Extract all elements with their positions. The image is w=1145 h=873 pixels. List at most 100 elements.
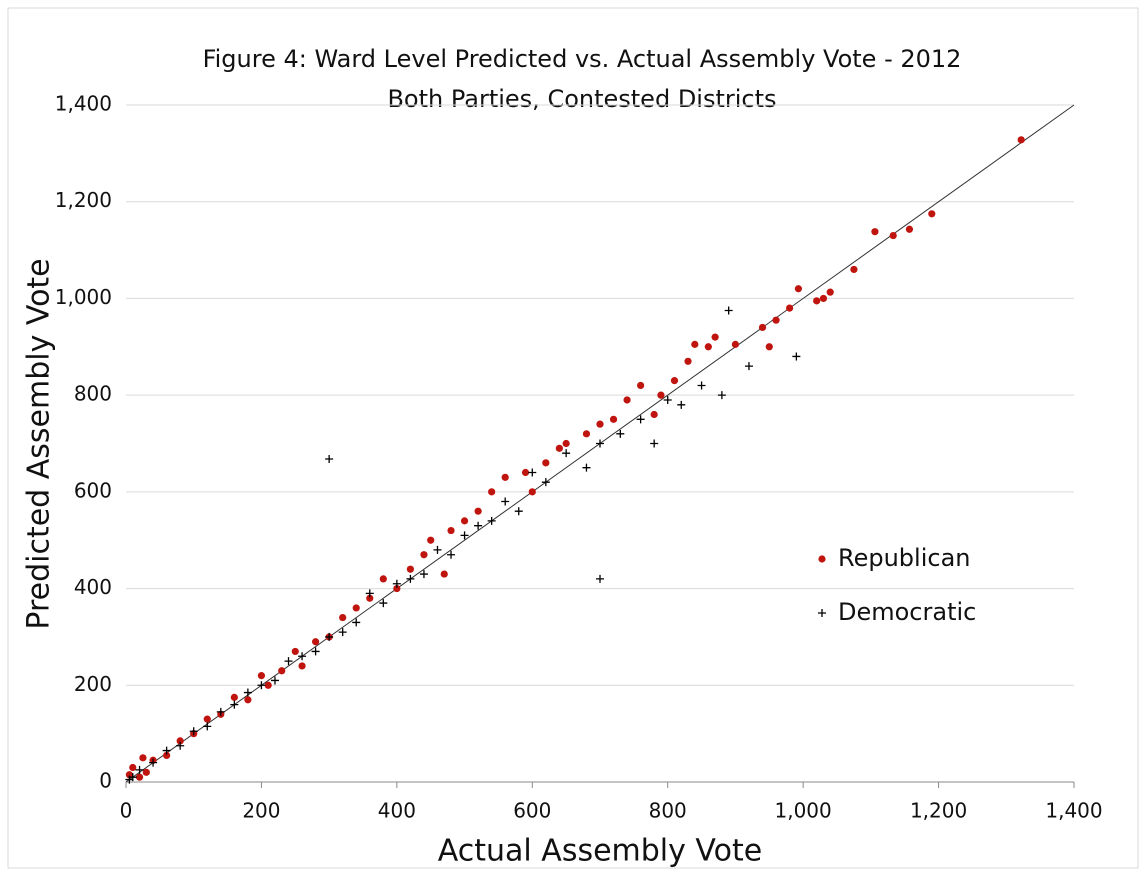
point [758, 323, 767, 332]
point [433, 545, 442, 554]
point [596, 574, 604, 583]
point [339, 613, 347, 622]
point [724, 306, 733, 315]
point [244, 696, 252, 704]
legend-label: Democratic [838, 598, 976, 626]
point [501, 497, 510, 506]
point [521, 468, 530, 477]
point [406, 565, 414, 573]
y-tick-label: 800 [74, 382, 112, 406]
point [365, 589, 374, 598]
x-tick-label: 400 [378, 799, 416, 823]
point [670, 377, 679, 385]
point [230, 700, 239, 709]
point [291, 647, 299, 656]
point [711, 333, 719, 341]
point [298, 652, 307, 661]
legend-marker [818, 609, 826, 617]
y-axis-label: Predicted Assembly Vote [22, 258, 57, 629]
point [850, 265, 858, 274]
point [392, 579, 401, 588]
point [139, 754, 147, 762]
point [338, 628, 347, 637]
point [637, 381, 645, 390]
point [162, 746, 171, 755]
point [406, 574, 415, 583]
point [488, 488, 496, 496]
point [379, 575, 387, 583]
point [691, 340, 699, 348]
point [419, 570, 428, 579]
point [889, 231, 897, 240]
x-axis-label: Actual Assembly Vote [438, 834, 762, 869]
point [278, 667, 286, 675]
point [562, 439, 570, 448]
point [264, 681, 272, 689]
point [501, 473, 509, 481]
point [731, 340, 740, 348]
point [257, 681, 266, 690]
point [135, 773, 144, 781]
point [542, 459, 550, 467]
chart-frame [7, 7, 1139, 869]
point [176, 737, 184, 745]
point [447, 550, 456, 559]
point [582, 463, 591, 472]
point [684, 357, 692, 365]
point [826, 288, 834, 296]
point [819, 294, 828, 303]
point [1017, 136, 1025, 144]
point [794, 285, 803, 293]
x-tick-label: 800 [649, 799, 687, 823]
y-tick-label: 0 [99, 769, 112, 793]
point [284, 657, 293, 666]
x-tick-label: 1,200 [910, 799, 967, 823]
point [312, 638, 320, 646]
point [541, 478, 550, 487]
point [650, 410, 658, 419]
point [440, 570, 448, 578]
chart-subtitle: Both Parties, Contested Districts [387, 85, 776, 113]
x-tick-label: 1,000 [775, 799, 832, 823]
y-tick-label: 200 [74, 672, 112, 696]
point [596, 420, 604, 428]
point [257, 672, 266, 680]
point [871, 228, 879, 236]
point [562, 449, 571, 458]
point [298, 662, 306, 670]
point [243, 688, 252, 697]
y-tick-label: 600 [74, 478, 112, 502]
point [325, 632, 334, 641]
point [765, 343, 773, 351]
point [393, 584, 401, 593]
point [928, 210, 936, 218]
point [325, 454, 334, 463]
point [792, 352, 801, 361]
point [609, 415, 618, 423]
point [514, 507, 523, 516]
point [366, 594, 374, 602]
point [142, 768, 150, 776]
point [663, 395, 672, 404]
point [216, 707, 225, 716]
point [704, 343, 712, 351]
point [135, 765, 144, 774]
chart-title: Figure 4: Ward Level Predicted vs. Actua… [203, 45, 962, 73]
point [616, 429, 625, 438]
point [379, 599, 388, 608]
y-tick-label: 400 [74, 575, 112, 599]
point [528, 468, 537, 477]
y-tick-label: 1,400 [55, 92, 112, 116]
point [744, 362, 753, 371]
point [813, 297, 821, 305]
point [230, 693, 238, 701]
point [149, 758, 158, 767]
point [657, 391, 665, 399]
y-tick-label: 1,000 [55, 285, 112, 309]
point [905, 225, 914, 233]
point [623, 396, 631, 404]
point [352, 618, 361, 627]
point [189, 727, 198, 736]
point [772, 316, 780, 324]
